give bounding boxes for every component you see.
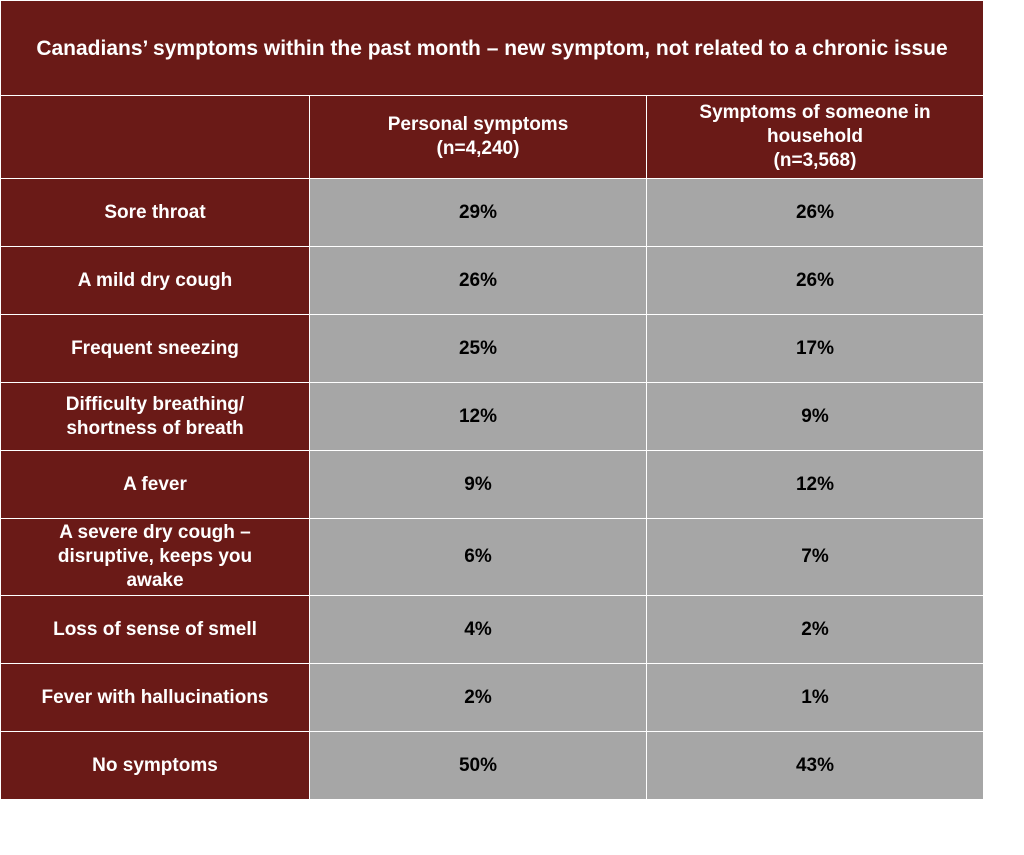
column-header-household: Symptoms of someone in household (n=3,56… <box>645 95 985 179</box>
household-value: 9% <box>645 382 985 451</box>
household-value: 26% <box>645 178 985 247</box>
symptoms-table-container: Canadians’ symptoms within the past mont… <box>0 0 985 800</box>
column-header-empty <box>0 95 310 179</box>
row-label: A mild dry cough <box>0 246 310 315</box>
row-label: Fever with hallucinations <box>0 663 310 732</box>
household-value: 43% <box>645 731 985 800</box>
table-row: A mild dry cough 26% 26% <box>0 246 985 315</box>
personal-value: 29% <box>309 178 647 247</box>
household-value: 26% <box>645 246 985 315</box>
symptoms-table: Canadians’ symptoms within the past mont… <box>0 0 985 800</box>
personal-value: 26% <box>309 246 647 315</box>
table-row: A fever 9% 12% <box>0 450 985 519</box>
table-row: No symptoms 50% 43% <box>0 731 985 800</box>
household-value: 12% <box>645 450 985 519</box>
personal-value: 2% <box>309 663 647 732</box>
household-value: 7% <box>645 518 985 596</box>
household-value: 2% <box>645 595 985 664</box>
column-header-personal: Personal symptoms (n=4,240) <box>309 95 647 179</box>
row-label: Frequent sneezing <box>0 314 310 383</box>
row-label: A fever <box>0 450 310 519</box>
personal-value: 6% <box>309 518 647 596</box>
table-row: Loss of sense of smell 4% 2% <box>0 595 985 664</box>
personal-value: 50% <box>309 731 647 800</box>
row-label: Difficulty breathing/ shortness of breat… <box>0 382 310 451</box>
row-label: No symptoms <box>0 731 310 800</box>
row-label: Sore throat <box>0 178 310 247</box>
personal-value: 12% <box>309 382 647 451</box>
table-row: A severe dry cough – disruptive, keeps y… <box>0 518 985 596</box>
personal-value: 9% <box>309 450 647 519</box>
household-value: 17% <box>645 314 985 383</box>
table-title: Canadians’ symptoms within the past mont… <box>0 0 985 96</box>
personal-value: 4% <box>309 595 647 664</box>
table-row: Frequent sneezing 25% 17% <box>0 314 985 383</box>
table-row: Fever with hallucinations 2% 1% <box>0 663 985 732</box>
personal-value: 25% <box>309 314 647 383</box>
row-label: A severe dry cough – disruptive, keeps y… <box>0 518 310 596</box>
table-row: Difficulty breathing/ shortness of breat… <box>0 382 985 451</box>
row-label: Loss of sense of smell <box>0 595 310 664</box>
table-row: Sore throat 29% 26% <box>0 178 985 247</box>
household-value: 1% <box>645 663 985 732</box>
